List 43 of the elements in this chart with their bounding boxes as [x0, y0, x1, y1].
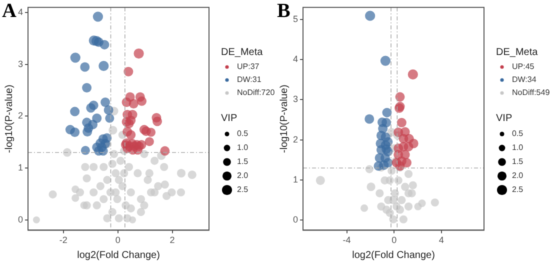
legend-label: 1.0	[237, 143, 249, 152]
legend-label: 1.0	[512, 143, 524, 152]
x-tick-label: 2	[170, 235, 175, 246]
y-tick-label: 4	[292, 54, 298, 64]
x-axis-title: log2(Fold Change)	[352, 250, 435, 261]
text: VIP	[221, 112, 238, 124]
legend-title: DE_Meta	[496, 46, 538, 58]
legend-label: 2.5	[512, 185, 524, 194]
x-tick-label: 4	[438, 235, 444, 246]
y-tick-label: 0	[18, 214, 24, 224]
y-tick-label: 3	[18, 58, 24, 69]
legend-label: UP:37	[237, 62, 260, 72]
y-tick-label: 2	[18, 110, 24, 121]
text: VIP	[496, 112, 512, 124]
legend-label: 2.0	[237, 171, 249, 180]
y-tick-label: 3	[292, 94, 298, 104]
legend-label: 2.5	[237, 185, 249, 194]
legend-title: DE_Meta	[221, 46, 264, 58]
legend-label: 1.5	[237, 157, 249, 166]
legend-label: NoDiff:549	[512, 88, 550, 98]
y-tick-label: 2	[292, 134, 298, 144]
legend-label: NoDiff:720	[237, 88, 276, 98]
y-axis-title: -log10(P-value)	[278, 84, 290, 153]
x-tick-label: 0	[392, 235, 397, 246]
legend-label: DW:34	[512, 75, 537, 84]
legend-label: 1.5	[512, 157, 524, 166]
x-tick-label: -4	[342, 235, 351, 246]
y-tick-label: 5	[292, 14, 298, 24]
x-tick-label: 0	[115, 235, 120, 246]
y-axis-title: -log10(P-value)	[4, 84, 15, 153]
y-tick-label: 1	[292, 174, 298, 185]
y-tick-label: 4	[18, 7, 24, 18]
legend-label: DW:31	[237, 75, 262, 84]
x-axis-title: log2(Fold Change)	[77, 250, 160, 261]
chart-title: B	[277, 0, 290, 22]
legend-label: 0.5	[237, 129, 249, 138]
x-tick-label: -2	[59, 235, 68, 246]
legend-label: UP:45	[512, 62, 535, 72]
y-tick-label: 1	[18, 162, 24, 173]
y-tick-label: 0	[292, 214, 298, 225]
legend-label: 0.5	[512, 129, 524, 138]
chart-title: A	[2, 0, 17, 22]
legend-label: 2.0	[512, 171, 524, 180]
